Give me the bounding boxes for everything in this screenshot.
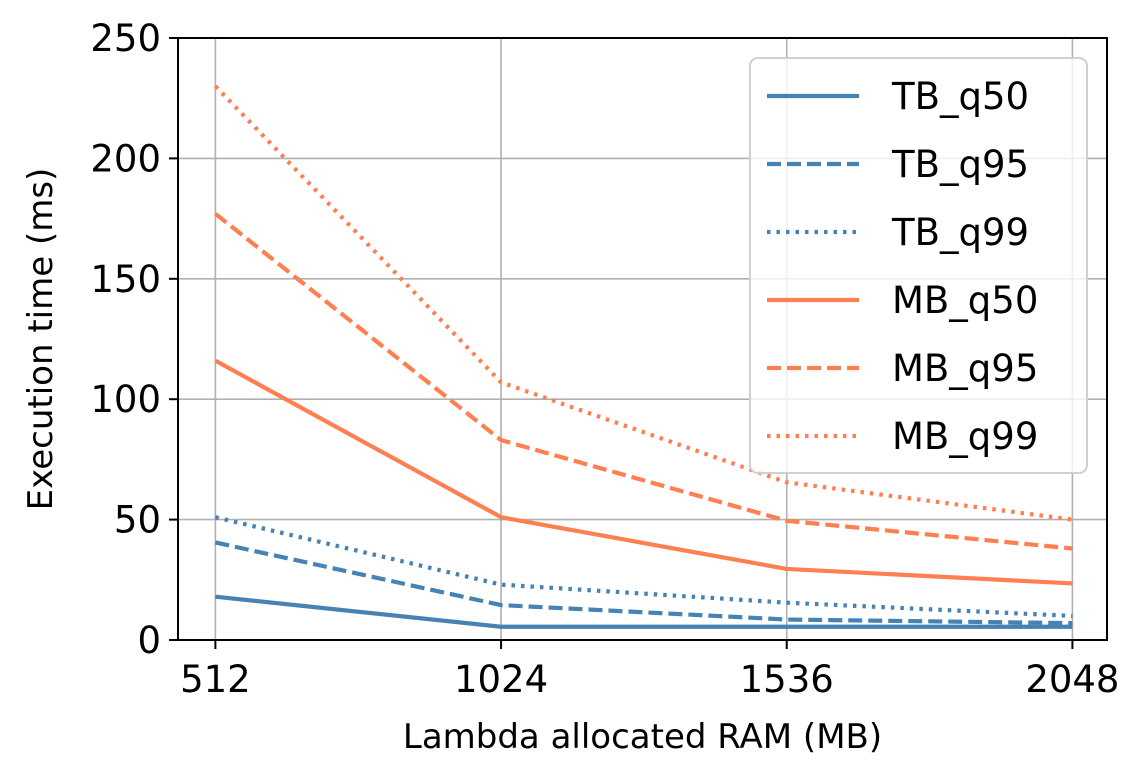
x-tick-label: 1024: [454, 658, 548, 701]
series-lines: [213, 84, 1073, 629]
plot-frame: [177, 37, 1108, 641]
y-tick-label: 200: [90, 137, 161, 180]
x-tick-label: 512: [180, 658, 251, 701]
legend-label: TB_q50: [891, 75, 1029, 118]
axis-ticks: 512 1024 1536 2048 0 50 100 150 200 250: [90, 17, 1119, 701]
legend-label: TB_q99: [891, 211, 1029, 254]
series-line-TB_q99: [214, 515, 1073, 619]
series-line-TB_q95: [214, 540, 1073, 626]
legend: TB_q50 TB_q95 TB_q99 MB_q50 MB_q95 MB_q99: [749, 57, 1088, 474]
x-tick-label: 2048: [1025, 658, 1119, 701]
series-line-TB_q50: [215, 594, 1073, 629]
series-line-MB_q99: [213, 84, 1073, 522]
legend-label: MB_q95: [892, 347, 1038, 390]
legend-label: MB_q50: [892, 279, 1038, 322]
y-tick-label: 150: [90, 258, 161, 301]
x-axis-label: Lambda allocated RAM (MB): [403, 717, 882, 757]
series-line-MB_q95: [214, 212, 1073, 551]
y-tick-label: 100: [90, 378, 161, 421]
y-tick-label: 50: [114, 499, 161, 542]
y-tick-label: 0: [137, 619, 161, 662]
legend-label: TB_q95: [891, 143, 1029, 186]
legend-box: [749, 57, 1088, 474]
series-line-MB_q50: [214, 358, 1073, 586]
y-axis-label: Execution time (ms): [21, 168, 61, 511]
y-tick-label: 250: [90, 17, 161, 60]
legend-label: MB_q99: [892, 415, 1038, 458]
x-tick-label: 1536: [740, 658, 834, 701]
